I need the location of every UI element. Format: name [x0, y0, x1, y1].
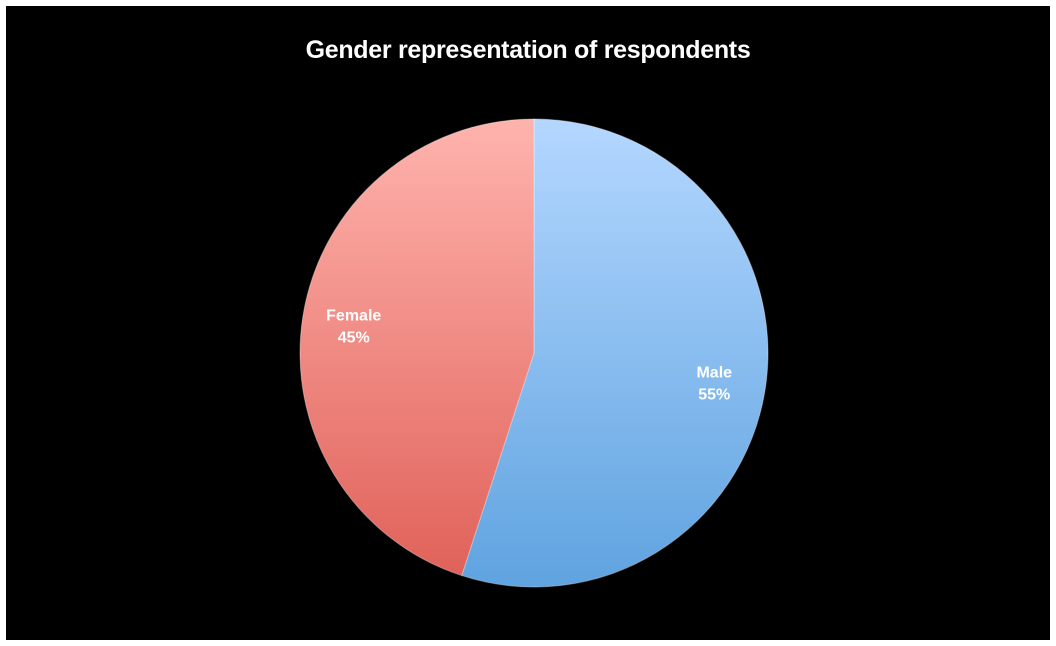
pie-slice-female — [299, 118, 535, 577]
slice-label-male-percent: 55% — [698, 387, 730, 404]
chart-area: Gender representation of respondents Mal… — [6, 6, 1050, 640]
slice-label-male-name: Male — [696, 365, 732, 382]
pie-chart: Male 55% Female 45% — [299, 118, 769, 588]
slice-label-female-name: Female — [326, 307, 381, 324]
pie-slice-male — [461, 118, 769, 588]
slice-label-female-percent: 45% — [338, 329, 370, 346]
chart-title: Gender representation of respondents — [305, 36, 751, 64]
